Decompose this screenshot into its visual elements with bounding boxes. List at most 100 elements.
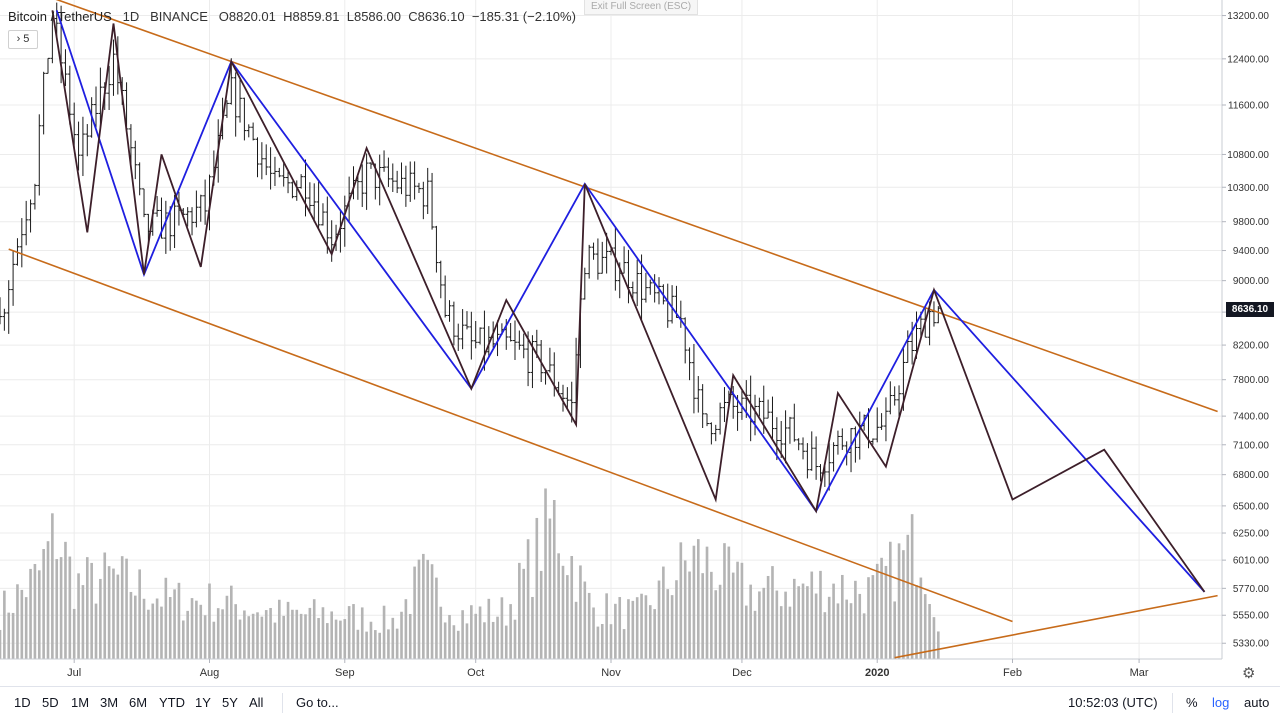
exit-fullscreen-button[interactable]: Exit Full Screen (ESC) <box>584 0 699 15</box>
volume-bar <box>509 604 512 659</box>
volume-bar <box>203 615 207 659</box>
ohlc-bar <box>32 183 37 210</box>
range-all-button[interactable]: All <box>249 695 264 710</box>
volume-bar <box>312 599 316 659</box>
range-1d-button[interactable]: 1D <box>14 695 31 710</box>
gear-icon[interactable]: ⚙ <box>1242 665 1256 682</box>
collapse-indicators-button[interactable]: › 5 <box>8 30 38 49</box>
volume-bar <box>216 608 220 659</box>
volume-bar <box>173 589 176 659</box>
volume-bar <box>840 574 844 659</box>
volume-bar <box>225 595 229 659</box>
volume-bar <box>59 557 63 659</box>
log-scale-button[interactable]: log <box>1212 695 1230 710</box>
time-tick-label: Sep <box>335 667 355 679</box>
auto-scale-button[interactable]: auto <box>1244 695 1270 710</box>
volume-bar <box>836 603 840 659</box>
channel-trendline <box>8 248 1013 623</box>
volume-bar <box>422 553 425 659</box>
ohlc-bar <box>233 72 238 137</box>
low-value: L8586.00 <box>346 9 401 24</box>
volume-bar <box>68 556 72 659</box>
volume-bar <box>731 572 735 659</box>
time-tick-label: Dec <box>732 667 752 679</box>
change-value: −185.31 (−2.10%) <box>471 9 576 24</box>
volume-bar <box>243 610 246 659</box>
ohlc-bar <box>473 320 478 349</box>
volume-bar <box>491 621 495 659</box>
volume-bar <box>592 607 595 659</box>
volume-bar <box>792 578 796 659</box>
ohlc-bar <box>137 162 142 196</box>
ohlc-bar <box>403 165 408 207</box>
volume-bar <box>99 578 102 659</box>
current-price-label: 8636.10 <box>1226 301 1274 317</box>
volume-bar <box>579 565 582 659</box>
chart-grid <box>0 0 1222 659</box>
ohlc-bar <box>438 260 443 299</box>
ohlc-bar <box>264 144 269 176</box>
volume-bar <box>500 597 504 659</box>
volume-bar <box>478 606 482 659</box>
volume-bar <box>518 562 521 659</box>
volume-bar <box>112 568 115 659</box>
ohlc-bar <box>665 283 670 328</box>
exchange-name: BINANCE <box>150 9 208 24</box>
ohlc-bar <box>46 57 51 74</box>
volume-bar <box>910 514 914 659</box>
volume-bar <box>705 546 709 659</box>
volume-bar <box>640 593 643 659</box>
price-tick-label: 6010.00 <box>1233 556 1270 567</box>
volume-bar <box>360 607 364 659</box>
symbol-header: Bitcoin / TetherUS 1D BINANCE O8820.01 H… <box>8 9 576 24</box>
ohlc-bar <box>111 39 116 96</box>
volume-bar <box>238 619 242 659</box>
symbol-name[interactable]: Bitcoin / TetherUS <box>8 9 112 24</box>
volume-bar <box>714 590 718 659</box>
ohlc-bar <box>936 306 941 324</box>
ohlc-bar <box>255 137 260 178</box>
ohlc-bar <box>486 326 491 357</box>
ohlc-bar <box>133 140 138 180</box>
range-5y-button[interactable]: 5Y <box>222 695 238 710</box>
ohlc-bar <box>875 407 880 443</box>
ohlc-bar <box>316 181 321 230</box>
volume-bar <box>766 575 770 659</box>
volume-bar <box>247 616 251 659</box>
ohlc-bar <box>443 275 448 318</box>
ohlc-bar <box>19 218 24 268</box>
ohlc-bar <box>11 250 16 306</box>
volume-bar <box>77 573 80 659</box>
volume-bar <box>937 631 940 659</box>
volume-bar <box>168 597 172 659</box>
range-5d-button[interactable]: 5D <box>42 695 59 710</box>
ohlc-bar <box>626 249 631 304</box>
volume-bar <box>928 604 931 659</box>
ohlc-bar <box>364 153 369 210</box>
volume-bar <box>85 557 89 659</box>
time-tick-label: Nov <box>601 667 621 679</box>
ohlc-bar <box>713 424 718 442</box>
range-3m-button[interactable]: 3M <box>100 695 119 710</box>
volume-bar <box>784 591 787 659</box>
volume-bar <box>522 568 526 659</box>
goto-date-button[interactable]: Go to... <box>296 695 339 710</box>
volume-bar <box>775 590 779 659</box>
range-6m-button[interactable]: 6M <box>129 695 148 710</box>
volume-bar <box>600 624 604 659</box>
range-1y-button[interactable]: 1Y <box>195 695 211 710</box>
range-1m-button[interactable]: 1M <box>71 695 90 710</box>
chart-interval[interactable]: 1D <box>122 9 140 24</box>
volume-bar <box>408 613 412 659</box>
ohlc-bar <box>408 161 413 202</box>
volume-bar <box>889 541 892 659</box>
volume-bar <box>470 605 473 659</box>
time-tick-label: 2020 <box>865 667 889 679</box>
time-tick-label: Feb <box>1003 667 1022 679</box>
percent-scale-button[interactable]: % <box>1186 695 1198 710</box>
utc-clock[interactable]: 10:52:03 (UTC) <box>1068 695 1158 710</box>
volume-bar <box>788 606 792 659</box>
range-ytd-button[interactable]: YTD <box>159 695 185 710</box>
ohlc-bar <box>386 157 391 187</box>
